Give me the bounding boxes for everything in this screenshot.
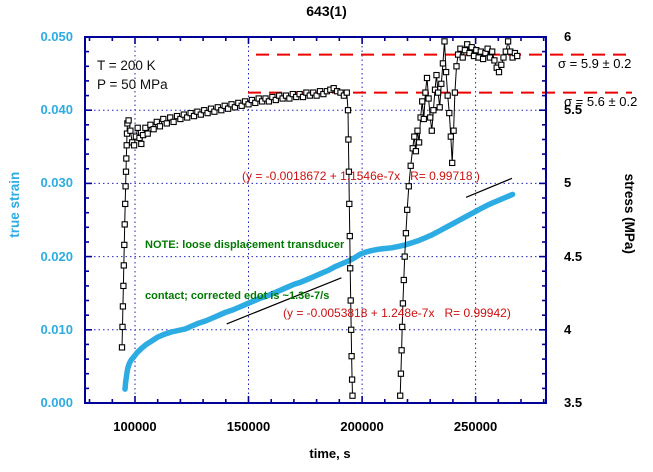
sigma-label-low: σ = 5.6 ± 0.2 [564,94,638,109]
note-line-2: contact; corrected edot is ~1.3e-7/s [145,290,330,303]
y-axis-title-right: stress (MPa) [621,173,637,254]
y-right-tick-label: 4.5 [564,248,583,264]
x-tick-label: 100000 [113,419,157,434]
y-right-tick-label: 4 [564,321,572,337]
condition-temperature: T = 200 K [97,58,156,73]
y-left-tick-label: 0.020 [40,248,73,264]
note-annotation: NOTE: loose displacement transducer cont… [145,203,344,339]
fit-equation-upper: (y = -0.0018672 + 1.1546e-7x R= 0.99718 … [242,169,480,183]
x-tick-label: 200000 [340,419,384,434]
sigma-label-high: σ = 5.9 ± 0.2 [558,56,632,71]
x-axis-title: time, s [309,446,351,461]
x-tick-label: 150000 [226,419,271,434]
condition-pressure: P = 50 MPa [97,77,168,92]
fit-equation-lower: (y = -0.0053818 + 1.248e-7x R= 0.99942) [283,306,511,320]
y-right-tick-label: 5.5 [564,102,583,118]
chart-title: 643(1) [306,3,347,19]
x-tick-label: 250000 [453,419,498,434]
y-right-tick-label: 3.5 [564,395,583,410]
y-left-tick-label: 0.010 [40,321,73,337]
y-right-tick-label: 6 [564,29,572,44]
note-line-1: NOTE: loose displacement transducer [145,239,345,252]
y-left-tick-label: 0.050 [40,29,73,44]
y-right-tick-label: 5 [564,175,572,191]
y-left-tick-label: 0.030 [40,175,73,191]
y-left-tick-label: 0.040 [40,102,73,118]
y-left-tick-label: 0.000 [40,395,73,410]
